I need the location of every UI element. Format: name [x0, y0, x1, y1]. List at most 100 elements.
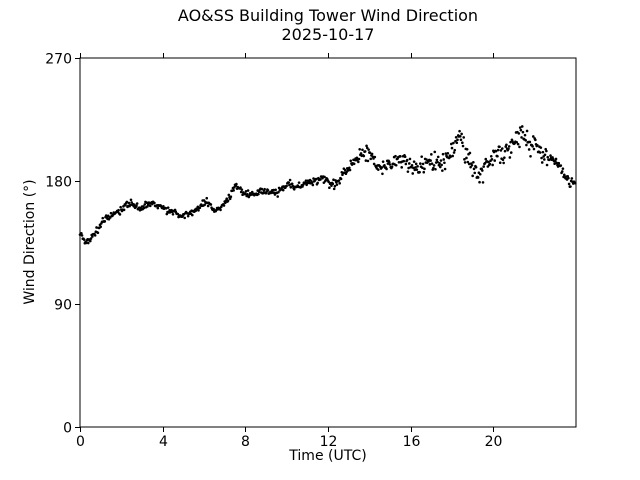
data-point — [362, 154, 366, 158]
data-point — [430, 153, 433, 156]
data-point — [316, 181, 319, 185]
data-point — [402, 159, 406, 163]
data-point — [197, 209, 200, 212]
data-point — [143, 203, 147, 206]
data-point — [531, 135, 535, 138]
data-point — [118, 213, 122, 216]
data-point — [297, 181, 301, 184]
data-point — [327, 180, 330, 184]
data-point — [545, 149, 548, 153]
data-point — [403, 155, 407, 159]
data-point — [119, 205, 122, 209]
data-point — [567, 182, 571, 186]
data-point — [414, 166, 417, 169]
data-point — [370, 152, 374, 156]
x-axis-label: Time (UTC) — [289, 448, 367, 464]
data-point — [407, 162, 411, 165]
data-point — [488, 162, 492, 166]
data-point — [454, 135, 458, 139]
data-point — [363, 150, 367, 153]
data-point — [365, 144, 368, 148]
data-point — [515, 140, 519, 144]
data-point — [498, 161, 502, 165]
data-point — [466, 160, 470, 164]
data-point — [332, 178, 335, 181]
data-point — [198, 206, 202, 210]
data-point — [337, 179, 341, 182]
data-point — [468, 151, 472, 155]
data-point — [314, 177, 318, 181]
data-point — [95, 226, 98, 229]
data-point — [456, 138, 459, 142]
data-point — [358, 148, 361, 151]
data-point — [554, 159, 557, 163]
y-tick-label: 0 — [63, 421, 72, 437]
data-point — [288, 178, 292, 182]
data-point — [164, 206, 168, 210]
data-point — [496, 154, 499, 158]
data-point — [460, 132, 463, 136]
data-point — [338, 182, 342, 185]
data-point — [476, 176, 480, 179]
data-point — [224, 201, 227, 205]
data-point — [104, 214, 108, 217]
data-point — [421, 166, 424, 170]
data-point — [109, 211, 113, 215]
data-point — [420, 155, 423, 158]
data-point — [380, 166, 384, 169]
data-point — [553, 162, 556, 166]
data-point — [541, 150, 545, 154]
data-point — [562, 173, 566, 177]
data-point — [531, 145, 534, 148]
data-point — [239, 186, 242, 189]
data-point — [503, 149, 507, 153]
data-point — [471, 174, 474, 178]
data-point — [260, 187, 264, 191]
data-point — [394, 163, 398, 167]
data-point — [89, 237, 93, 240]
chart-title-date: 2025-10-17 — [281, 25, 375, 44]
data-point — [133, 203, 136, 206]
axes-spines — [79, 57, 577, 428]
data-point — [228, 197, 232, 201]
data-point — [412, 160, 416, 163]
data-point — [529, 154, 532, 158]
data-point — [521, 130, 525, 134]
data-point — [219, 208, 222, 212]
data-point — [419, 162, 422, 165]
data-point — [518, 145, 521, 149]
data-point — [469, 165, 472, 169]
data-point — [487, 160, 490, 164]
data-point — [432, 164, 436, 167]
data-point — [436, 155, 440, 159]
data-point — [509, 151, 513, 154]
data-point — [406, 170, 410, 173]
data-point — [80, 234, 84, 237]
data-point — [463, 158, 466, 161]
data-point — [394, 154, 397, 158]
data-point — [274, 188, 277, 192]
data-point — [122, 205, 125, 208]
data-point — [235, 182, 238, 186]
data-point — [430, 162, 434, 165]
data-point — [484, 157, 488, 161]
data-point — [366, 159, 370, 163]
data-point — [467, 162, 471, 166]
data-point — [332, 187, 336, 191]
x-tick-label: 12 — [320, 434, 338, 450]
data-point — [205, 196, 209, 200]
data-point — [404, 162, 408, 166]
data-point — [458, 129, 461, 133]
data-point — [93, 234, 97, 237]
data-point — [148, 204, 152, 208]
data-point — [357, 157, 361, 161]
data-point — [407, 166, 410, 170]
data-point — [348, 166, 351, 170]
data-point — [554, 157, 558, 161]
data-point — [451, 154, 454, 158]
data-point — [381, 172, 384, 176]
data-point — [333, 184, 337, 188]
data-point — [499, 149, 503, 152]
data-point — [500, 147, 504, 150]
data-point — [503, 156, 506, 159]
